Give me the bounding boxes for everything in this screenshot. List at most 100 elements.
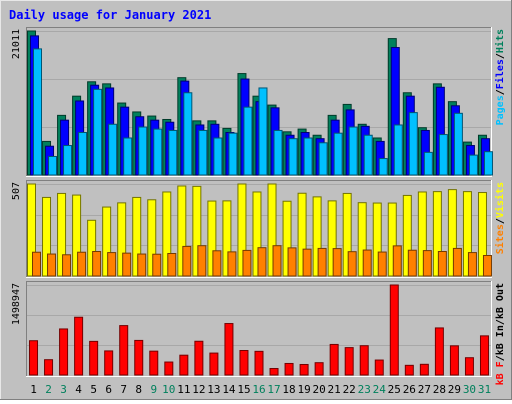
legend-item-visits-sites-0: Sites	[494, 224, 506, 254]
bar-hits-files-pages-pages-day-17	[273, 129, 283, 176]
day-label-17: 17	[267, 383, 280, 396]
legend-item-visits-sites-2: Visits	[494, 182, 506, 218]
bar-kb-kb-f-day-6	[104, 350, 114, 376]
bar-kb-kb-f-day-29	[449, 345, 459, 376]
legend-item-hits-files-pages-3: /	[495, 53, 506, 59]
bar-visits-sites-visits-day-14	[222, 200, 232, 277]
bar-kb-kb-f-day-5	[89, 340, 99, 376]
bar-kb-kb-f-day-2	[44, 359, 54, 376]
bar-kb-kb-f-day-25	[389, 284, 399, 376]
day-label-8: 8	[135, 383, 142, 396]
bar-visits-sites-sites-day-9	[152, 253, 162, 277]
bar-visits-sites-visits-day-11	[177, 185, 187, 277]
bar-kb-kb-f-day-21	[329, 343, 339, 376]
bar-visits-sites-visits-day-10	[162, 191, 172, 277]
bar-kb-kb-f-day-12	[194, 340, 204, 376]
day-label-13: 13	[207, 383, 220, 396]
bar-visits-sites-sites-day-1	[32, 251, 41, 277]
bar-hits-files-pages-pages-day-16	[258, 87, 268, 176]
bar-kb-kb-f-day-3	[59, 328, 69, 376]
day-label-28: 28	[433, 383, 446, 396]
bar-kb-kb-f-day-10	[164, 361, 174, 376]
bar-visits-sites-visits-day-4	[72, 194, 82, 277]
bar-visits-sites-visits-day-26	[402, 194, 412, 277]
bar-hits-files-pages-pages-day-18	[288, 138, 298, 176]
bar-visits-sites-sites-day-26	[407, 249, 417, 277]
bar-kb-kb-f-day-13	[209, 352, 219, 376]
bar-visits-sites-visits-day-12	[192, 185, 202, 277]
day-label-30: 30	[463, 383, 476, 396]
bar-kb-kb-f-day-18	[284, 362, 294, 376]
bar-visits-sites-sites-day-15	[242, 249, 252, 277]
bar-kb-kb-f-day-7	[119, 325, 129, 376]
bar-kb-kb-f-day-11	[179, 354, 189, 376]
day-label-6: 6	[105, 383, 112, 396]
legend-visits-sites: Sites/Visits	[494, 182, 506, 254]
bar-visits-sites-visits-day-3	[57, 192, 67, 277]
bar-hits-files-pages-pages-day-13	[213, 137, 223, 176]
bar-kb-kb-f-day-8	[134, 339, 144, 376]
bar-kb-kb-f-day-20	[314, 362, 324, 376]
bar-visits-sites-sites-day-17	[272, 245, 282, 277]
day-label-9: 9	[150, 383, 157, 396]
day-label-16: 16	[252, 383, 265, 396]
bar-hits-files-pages-pages-day-24	[378, 158, 388, 176]
legend-item-kb-3: /	[495, 319, 506, 325]
bar-visits-sites-sites-day-5	[92, 251, 102, 277]
bar-kb-kb-f-day-14	[224, 323, 234, 376]
day-label-1: 1	[30, 383, 37, 396]
bar-hits-files-pages-pages-day-12	[198, 129, 208, 176]
bar-visits-sites-visits-day-31	[477, 192, 487, 277]
day-label-29: 29	[448, 383, 461, 396]
bar-hits-files-pages-pages-day-22	[348, 126, 358, 176]
bar-visits-sites-visits-day-29	[447, 189, 457, 277]
bar-hits-files-pages-pages-day-23	[363, 134, 373, 176]
bar-hits-files-pages-pages-day-10	[168, 129, 178, 176]
bar-hits-files-pages-pages-day-9	[153, 128, 163, 176]
bar-hits-files-pages-pages-day-25	[393, 124, 403, 176]
day-label-26: 26	[403, 383, 416, 396]
bar-visits-sites-sites-day-6	[107, 252, 117, 277]
bar-hits-files-pages-pages-day-2	[48, 156, 58, 176]
bar-visits-sites-sites-day-23	[362, 249, 372, 277]
bar-hits-files-pages-pages-day-6	[108, 123, 118, 176]
day-label-23: 23	[358, 383, 371, 396]
bar-visits-sites-sites-day-18	[287, 247, 297, 277]
bar-visits-sites-sites-day-10	[167, 253, 177, 277]
bar-visits-sites-visits-day-8	[132, 196, 142, 277]
panels-layer: 21011Pages/Files/Hits507Sites/Visits1498…	[11, 27, 506, 396]
bar-visits-sites-visits-day-1	[27, 183, 36, 277]
bar-hits-files-pages-pages-day-1	[33, 48, 42, 176]
day-label-24: 24	[373, 383, 387, 396]
bar-visits-sites-visits-day-18	[282, 200, 292, 277]
bar-visits-sites-visits-day-2	[42, 196, 52, 277]
bar-hits-files-pages-pages-day-15	[243, 106, 253, 176]
bar-visits-sites-sites-day-30	[467, 252, 477, 277]
bar-visits-sites-visits-day-15	[237, 183, 247, 277]
panel-visits-sites: 507 Sites/Visits	[11, 180, 506, 278]
legend-item-kb-2: kB In	[495, 325, 506, 355]
bar-hits-files-pages-pages-day-19	[303, 137, 313, 176]
day-label-3: 3	[60, 383, 67, 396]
legend-item-hits-files-pages-1: /	[495, 89, 506, 95]
bar-visits-sites-sites-day-19	[302, 248, 312, 277]
bar-kb-kb-f-day-23	[359, 345, 369, 376]
bar-hits-files-pages-pages-day-29	[453, 112, 463, 176]
bar-kb-kb-f-day-28	[434, 327, 444, 376]
bar-visits-sites-sites-day-13	[212, 250, 222, 277]
bar-kb-kb-f-day-15	[239, 350, 249, 376]
bar-visits-sites-sites-day-29	[452, 247, 462, 277]
day-label-22: 22	[343, 383, 356, 396]
day-label-10: 10	[162, 383, 175, 396]
bar-hits-files-pages-pages-day-5	[93, 88, 103, 176]
bar-visits-sites-visits-day-24	[372, 202, 382, 277]
legend-item-kb-4: kB Out	[495, 283, 506, 319]
bar-visits-sites-sites-day-24	[377, 251, 387, 277]
bar-kb-kb-f-day-9	[149, 350, 159, 376]
bar-visits-sites-sites-day-7	[122, 252, 132, 277]
bar-visits-sites-sites-day-22	[347, 251, 357, 277]
bar-hits-files-pages-pages-day-3	[63, 145, 73, 176]
bar-visits-sites-visits-day-23	[357, 202, 367, 277]
bar-visits-sites-visits-day-25	[387, 202, 397, 277]
